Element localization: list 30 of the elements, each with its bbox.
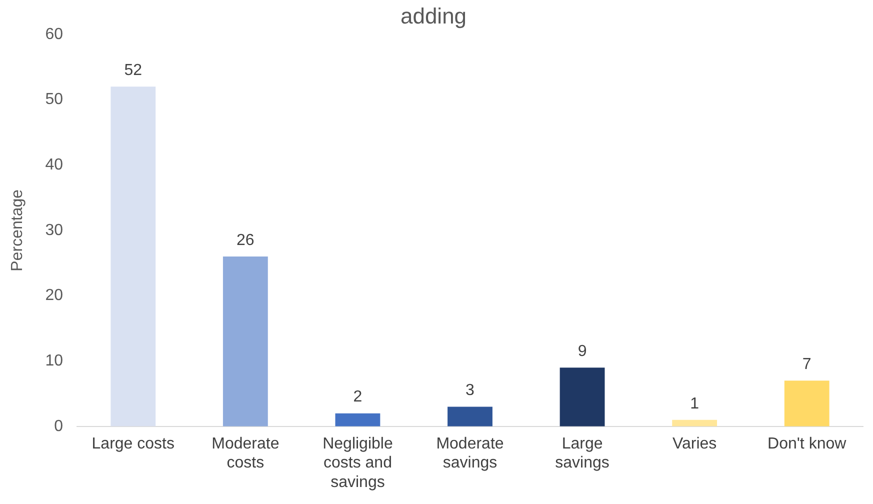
bar [784, 380, 830, 426]
data-label: 3 [466, 382, 475, 400]
y-tick-label: 50 [45, 91, 64, 108]
y-tick-label: 10 [45, 352, 64, 370]
x-tick-label: Large savings [555, 435, 610, 472]
chart-title: adding [400, 3, 467, 28]
y-tick-label: 30 [45, 222, 64, 239]
x-tick-label: Negligible costs and savings [322, 435, 393, 491]
bar [448, 406, 492, 426]
bar [110, 86, 156, 426]
x-tick-label: Moderate costs [212, 435, 280, 472]
data-label: 52 [124, 62, 142, 80]
x-tick-label: Don't know [768, 435, 847, 452]
x-tick-label: Varies [672, 435, 717, 452]
y-tick-label: 20 [45, 287, 64, 304]
data-label: 1 [690, 395, 700, 412]
y-tick-label: 0 [54, 418, 64, 435]
y-axis-title: Percentage [9, 189, 26, 272]
data-label: 7 [802, 356, 812, 374]
y-tick-label: 40 [45, 156, 64, 174]
data-label: 26 [236, 232, 254, 249]
bar [560, 368, 605, 426]
data-label: 2 [353, 388, 362, 406]
x-tick-label: Moderate savings [436, 435, 504, 472]
bar [672, 420, 718, 426]
y-tick-label: 60 [45, 26, 64, 43]
bar [222, 256, 268, 426]
x-tick-label: Large costs [92, 435, 174, 452]
data-label: 9 [578, 343, 587, 360]
bar [335, 413, 380, 426]
